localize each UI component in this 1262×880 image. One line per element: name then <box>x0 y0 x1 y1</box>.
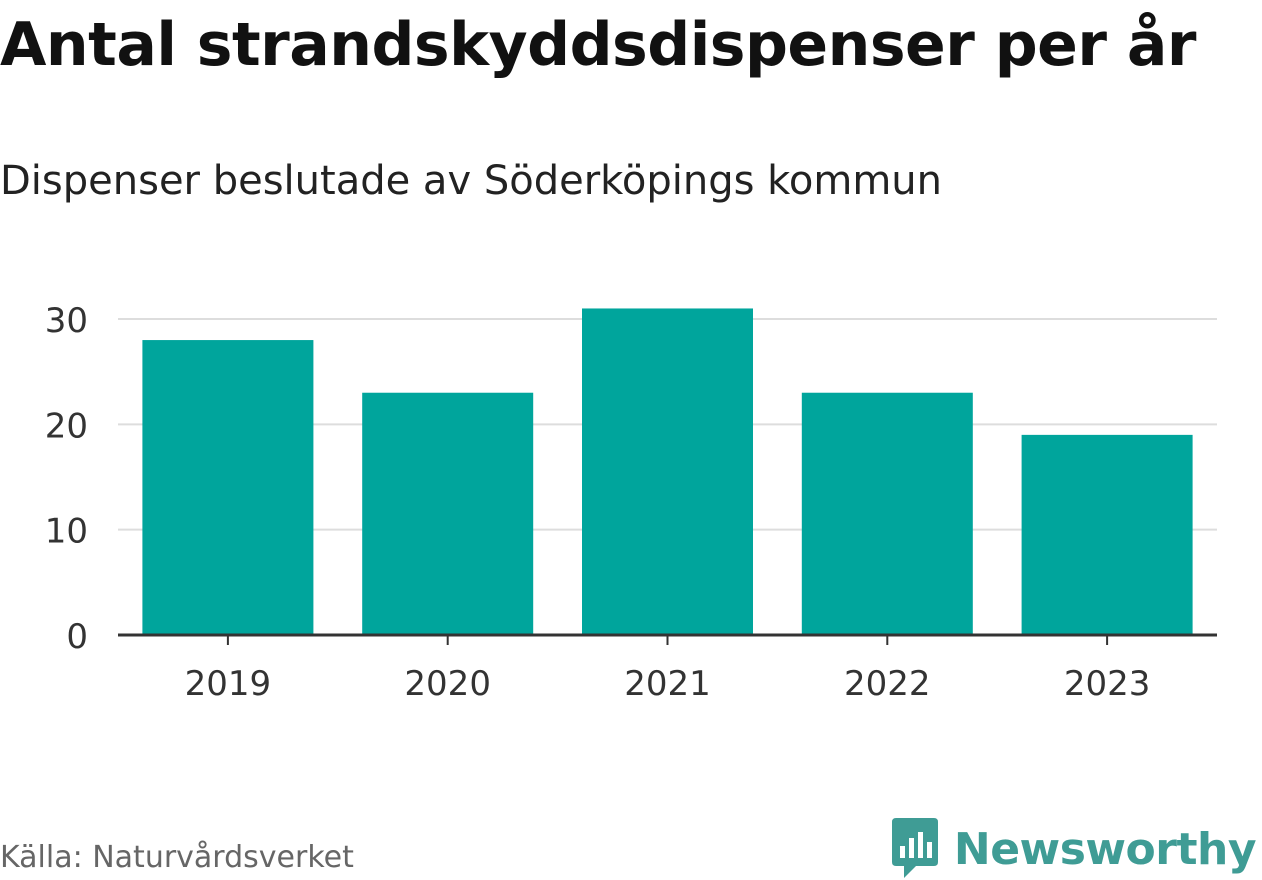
y-tick-label: 20 <box>45 406 88 446</box>
chart-subtitle: Dispenser beslutade av Söderköpings komm… <box>0 158 942 204</box>
x-tick-label: 2020 <box>404 664 491 704</box>
bar-2020 <box>362 392 534 635</box>
bar-2023 <box>1021 434 1193 635</box>
x-tick-label: 2022 <box>844 664 931 704</box>
bar-2021 <box>582 308 753 635</box>
x-tick-label: 2021 <box>624 664 711 704</box>
chart-title: Antal strandskyddsdispenser per år <box>0 10 1196 80</box>
bar-2019 <box>142 340 314 635</box>
y-tick-label: 0 <box>66 617 88 657</box>
x-tick-label: 2023 <box>1064 664 1151 704</box>
brand-logo: Newsworthy <box>890 818 1257 880</box>
newsworthy-logo-icon <box>891 818 938 878</box>
bar-2022 <box>801 392 973 635</box>
source-note: Källa: Naturvårdsverket <box>0 840 354 875</box>
y-tick-label: 10 <box>45 512 88 552</box>
y-tick-label: 30 <box>45 301 88 341</box>
brand-name: Newsworthy <box>953 823 1257 875</box>
x-tick-label: 2019 <box>185 664 272 704</box>
